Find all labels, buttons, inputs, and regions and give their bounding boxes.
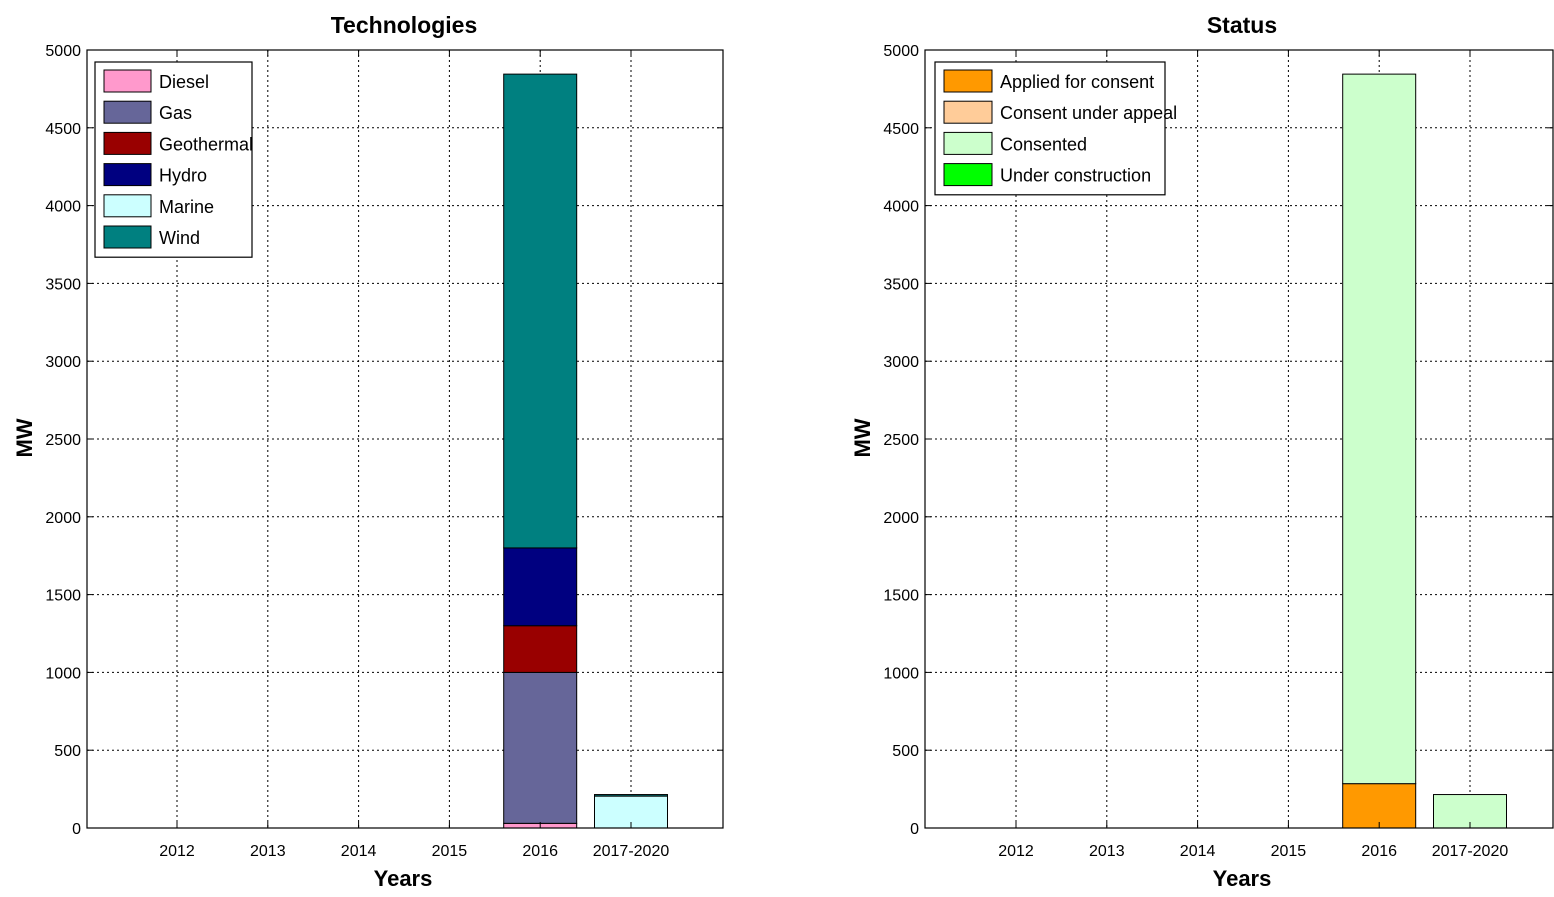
y-tick-label: 3000 bbox=[883, 354, 919, 371]
x-tick-label: 2015 bbox=[432, 843, 468, 860]
bar-gas-2016 bbox=[503, 671, 578, 824]
y-tick-label: 4000 bbox=[883, 199, 919, 216]
y-tick-label: 1000 bbox=[883, 665, 919, 682]
legend-entry: Gas bbox=[159, 103, 192, 123]
x-tick-label: 2012 bbox=[159, 843, 195, 860]
legend-entry: Consented bbox=[1000, 134, 1087, 154]
bar-hydro-2016 bbox=[503, 547, 578, 627]
bar-applied-for-consent-2016 bbox=[1342, 783, 1417, 829]
status-chart: Status Years MW 0 500 1000 1500 2000 2500 3000… bbox=[850, 12, 1554, 891]
y-tick-label: 4000 bbox=[45, 199, 81, 216]
legend-swatch bbox=[103, 100, 152, 124]
x-axis-label: Years bbox=[374, 866, 433, 891]
legend-swatch bbox=[103, 131, 152, 155]
legend-entry: Hydro bbox=[159, 166, 207, 186]
legend-entry: Applied for consent bbox=[1000, 72, 1154, 92]
y-tick-label: 500 bbox=[892, 743, 919, 760]
x-tick-label: 2017-2020 bbox=[593, 843, 670, 860]
y-tick-label: 5000 bbox=[45, 43, 81, 60]
y-tick-label: 500 bbox=[54, 743, 81, 760]
legend-entry: Wind bbox=[159, 228, 200, 248]
x-tick-label: 2013 bbox=[250, 843, 286, 860]
legend-entry: Diesel bbox=[159, 72, 209, 92]
y-tick-label: 1000 bbox=[45, 665, 81, 682]
legend-swatch bbox=[943, 100, 993, 124]
y-tick-label: 3000 bbox=[45, 354, 81, 371]
legend-swatch bbox=[943, 163, 993, 187]
x-tick-label: 2014 bbox=[341, 843, 377, 860]
y-axis-label: MW bbox=[850, 418, 875, 457]
legend-swatch bbox=[103, 225, 152, 249]
y-tick-label: 3500 bbox=[883, 276, 919, 293]
y-tick-label: 1500 bbox=[45, 588, 81, 605]
y-tick-label: 2500 bbox=[45, 432, 81, 449]
legend-entry: Under construction bbox=[1000, 166, 1151, 186]
bar-wind-2017-2020 bbox=[594, 794, 668, 797]
y-axis-label: MW bbox=[12, 418, 37, 457]
bar-wind-2016 bbox=[503, 73, 578, 549]
x-tick-label: 2016 bbox=[522, 843, 558, 860]
technologies-chart: Technologies Years MW 0 500 1000 1500 2000 25… bbox=[12, 12, 724, 891]
y-tick-label: 3500 bbox=[45, 276, 81, 293]
legend-entry: Marine bbox=[159, 197, 214, 217]
x-tick-label: 2016 bbox=[1361, 843, 1397, 860]
y-tick-label: 2500 bbox=[883, 432, 919, 449]
y-tick-label: 1500 bbox=[883, 588, 919, 605]
x-tick-label: 2017-2020 bbox=[1432, 843, 1509, 860]
y-tick-label: 5000 bbox=[883, 43, 919, 60]
legend-swatch bbox=[103, 69, 152, 93]
y-tick-label: 4500 bbox=[883, 121, 919, 138]
bar-consented-2016 bbox=[1342, 73, 1417, 785]
y-tick-label: 4500 bbox=[45, 121, 81, 138]
y-tick-label: 0 bbox=[910, 821, 919, 838]
x-tick-label: 2013 bbox=[1089, 843, 1125, 860]
y-tick-label: 2000 bbox=[45, 510, 81, 527]
legend-entry: Consent under appeal bbox=[1000, 103, 1177, 123]
x-axis-label: Years bbox=[1213, 866, 1272, 891]
bar-geothermal-2016 bbox=[503, 625, 578, 673]
legend-swatch bbox=[943, 131, 993, 155]
chart-title: Status bbox=[1207, 12, 1277, 38]
y-tick-label: 0 bbox=[72, 821, 81, 838]
legend-swatch bbox=[103, 194, 152, 218]
x-tick-label: 2015 bbox=[1271, 843, 1307, 860]
x-tick-label: 2012 bbox=[998, 843, 1034, 860]
y-tick-label: 2000 bbox=[883, 510, 919, 527]
legend-swatch bbox=[103, 163, 152, 187]
legend-entry: Geothermal bbox=[159, 134, 253, 154]
legend-swatch bbox=[943, 69, 993, 93]
x-tick-label: 2014 bbox=[1180, 843, 1216, 860]
legend-box bbox=[94, 61, 253, 258]
chart-title: Technologies bbox=[331, 12, 478, 38]
